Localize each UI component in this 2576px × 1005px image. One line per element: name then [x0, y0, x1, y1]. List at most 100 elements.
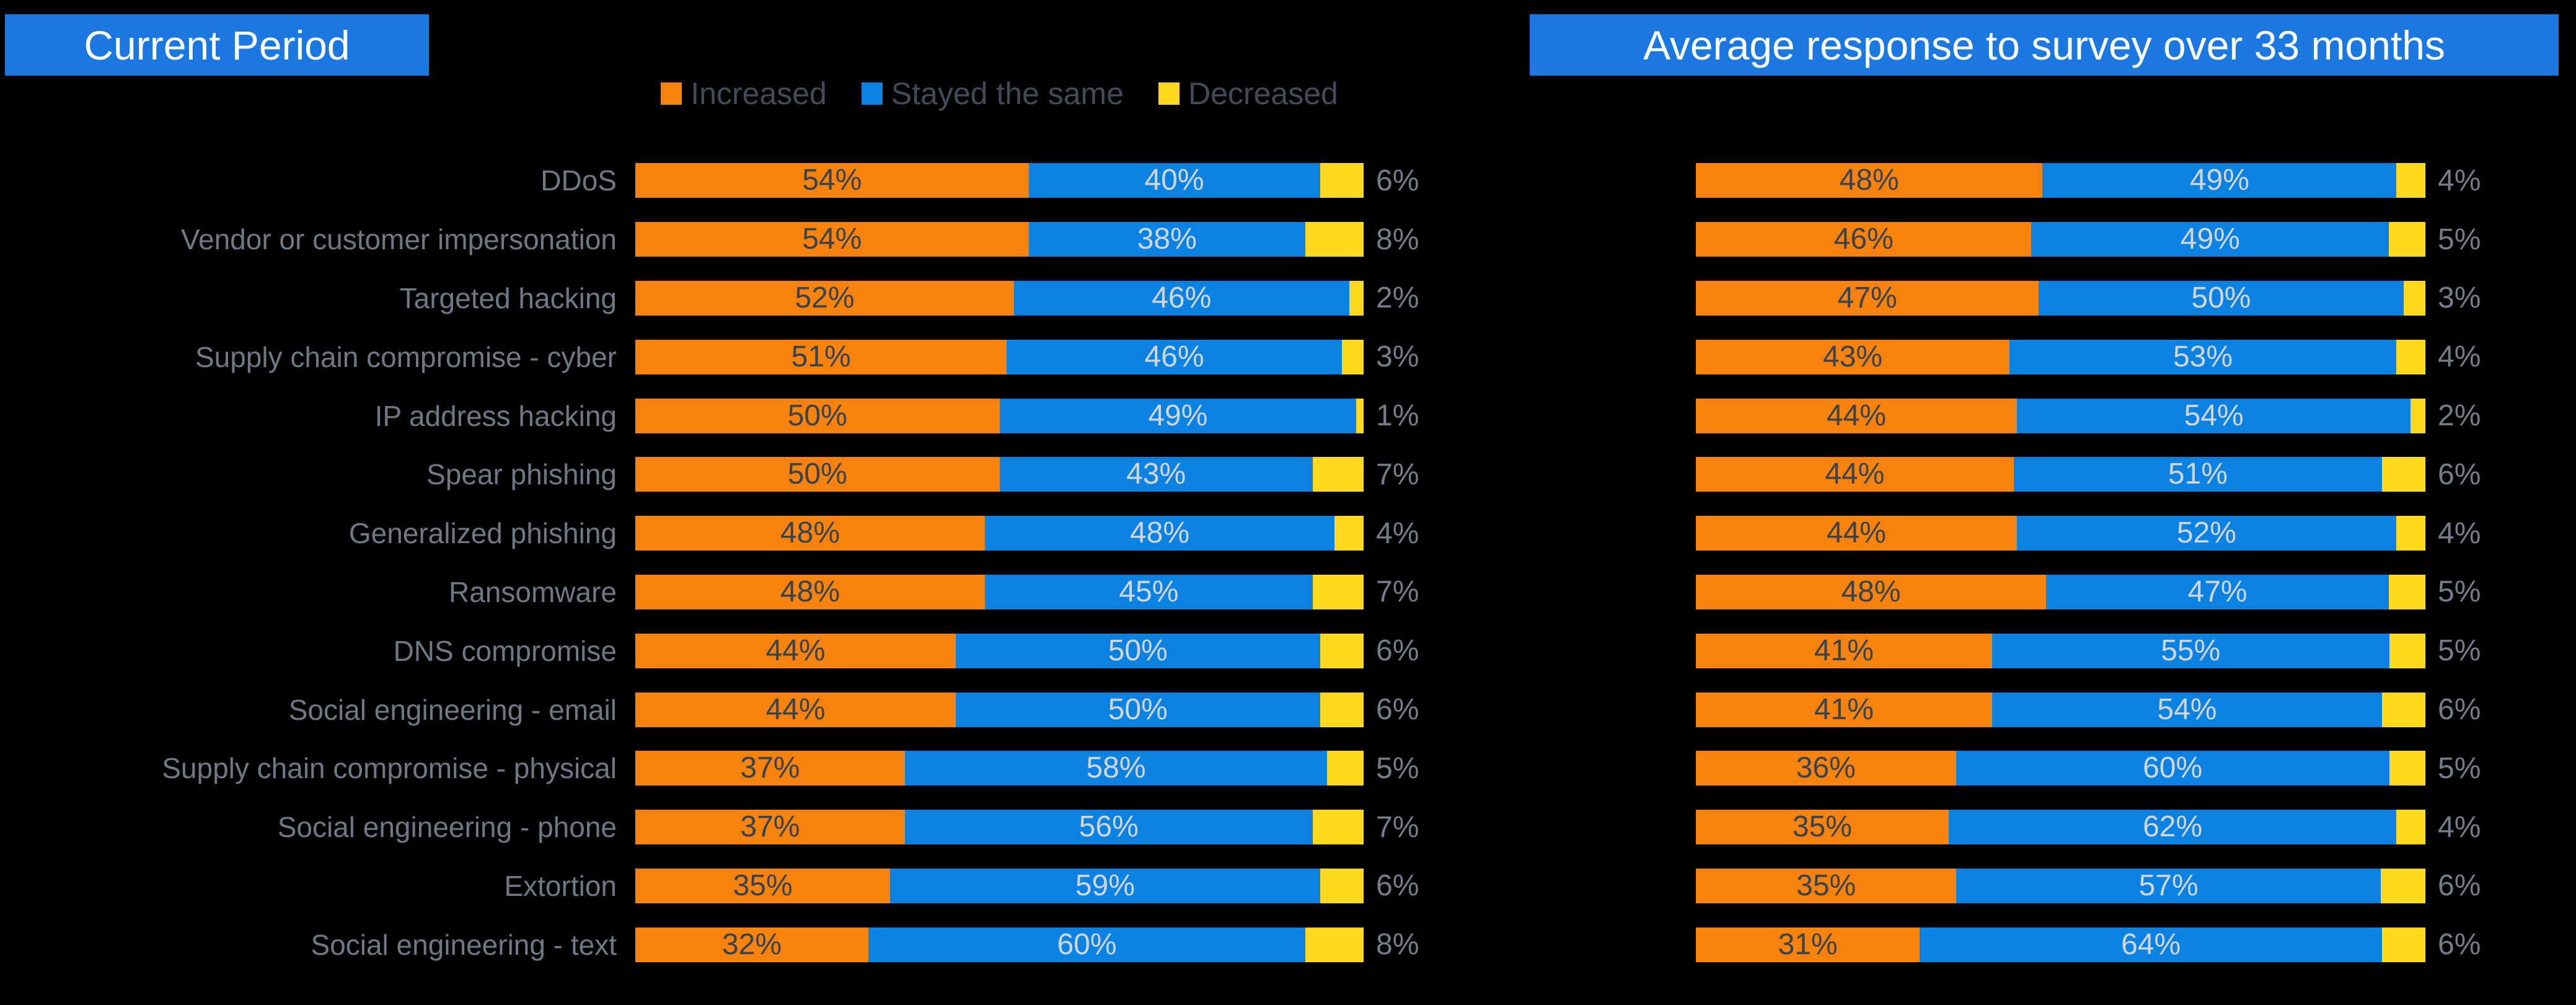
- chart-row: Spear phishing 50% 43% 7% 44% 51% 6%: [0, 445, 2576, 504]
- legend-label-increased: Increased: [690, 76, 827, 111]
- bar-segment-decreased: [2389, 633, 2425, 668]
- category-label: Targeted hacking: [399, 281, 617, 314]
- left-stacked-bar: 35% 59%: [635, 868, 1364, 903]
- legend-swatch-stayed-the-same: [861, 82, 883, 105]
- bar-value-label-stayed-the-same: 53%: [2172, 340, 2233, 373]
- bar-segment-stayed-the-same: 50%: [956, 633, 1320, 668]
- decreased-value-label: 4%: [2438, 340, 2481, 374]
- bar-segment-decreased: [1341, 339, 1364, 374]
- legend: Increased Stayed the same Decreased: [635, 74, 1364, 113]
- right-stacked-bar: 41% 55%: [1696, 633, 2425, 668]
- bar-value-label-increased: 44%: [765, 693, 826, 726]
- right-stacked-bar: 43% 53%: [1696, 339, 2425, 374]
- bar-segment-increased: 48%: [635, 516, 985, 551]
- bar-value-label-stayed-the-same: 38%: [1137, 223, 1197, 256]
- legend-swatch-decreased: [1158, 82, 1180, 105]
- bar-segment-decreased: [2411, 398, 2425, 433]
- bar-segment-stayed-the-same: 49%: [2042, 163, 2397, 198]
- bar-value-label-increased: 35%: [1796, 869, 1856, 902]
- bar-value-label-stayed-the-same: 46%: [1152, 281, 1212, 314]
- bar-value-label-increased: 41%: [1814, 634, 1874, 667]
- bar-segment-stayed-the-same: 53%: [2009, 339, 2396, 374]
- bar-value-label-increased: 50%: [787, 399, 847, 432]
- chart-row: DDoS 54% 40% 6% 48% 49% 4%: [0, 151, 2576, 210]
- left-stacked-bar: 32% 60%: [635, 927, 1364, 962]
- bar-value-label-stayed-the-same: 58%: [1086, 751, 1146, 785]
- category-label: Supply chain compromise - physical: [162, 752, 617, 785]
- right-stacked-bar: 41% 54%: [1696, 692, 2425, 727]
- decreased-value-label: 6%: [1376, 164, 1419, 197]
- bar-segment-stayed-the-same: 51%: [2013, 457, 2383, 492]
- bar-segment-increased: 44%: [1696, 457, 2014, 492]
- bar-value-label-stayed-the-same: 55%: [2161, 634, 2221, 667]
- bar-value-label-increased: 44%: [1825, 458, 1885, 491]
- bar-segment-increased: 37%: [635, 810, 905, 845]
- decreased-value-label: 3%: [1376, 340, 1419, 374]
- bar-segment-stayed-the-same: 52%: [2016, 516, 2396, 551]
- bar-value-label-increased: 48%: [1841, 575, 1901, 608]
- bar-segment-decreased: [1305, 222, 1364, 257]
- bar-value-label-increased: 37%: [740, 810, 800, 844]
- decreased-value-label: 6%: [2438, 928, 2481, 962]
- bar-segment-decreased: [2380, 868, 2425, 903]
- right-stacked-bar: 31% 64%: [1696, 927, 2425, 962]
- bar-value-label-stayed-the-same: 54%: [2157, 693, 2217, 726]
- bar-segment-increased: 35%: [1696, 810, 1949, 845]
- bar-value-label-stayed-the-same: 50%: [1108, 693, 1168, 726]
- chart-row: Supply chain compromise - physical 37% 58%…: [0, 739, 2576, 798]
- bar-segment-decreased: [2396, 163, 2425, 198]
- decreased-value-label: 4%: [2438, 810, 2481, 844]
- decreased-value-label: 7%: [1376, 575, 1419, 609]
- category-label: Generalized phishing: [348, 517, 617, 550]
- bar-segment-decreased: [2396, 516, 2425, 551]
- bar-segment-decreased: [1320, 163, 1364, 198]
- bar-value-label-increased: 48%: [1839, 164, 1899, 197]
- bar-value-label-increased: 47%: [1837, 281, 1897, 314]
- bar-value-label-stayed-the-same: 54%: [2184, 399, 2244, 432]
- bar-segment-increased: 47%: [1696, 280, 2039, 316]
- bar-value-label-increased: 32%: [721, 928, 782, 961]
- bar-segment-increased: 51%: [635, 339, 1007, 374]
- decreased-value-label: 7%: [1376, 458, 1419, 491]
- bar-value-label-stayed-the-same: 62%: [2143, 810, 2203, 844]
- bar-segment-stayed-the-same: 54%: [2016, 398, 2411, 433]
- bar-segment-decreased: [2382, 927, 2425, 962]
- bar-segment-stayed-the-same: 58%: [904, 751, 1328, 786]
- bar-segment-increased: 48%: [1696, 163, 2043, 198]
- category-label: DDoS: [540, 164, 617, 197]
- bar-segment-decreased: [1356, 398, 1364, 433]
- left-stacked-bar: 54% 40%: [635, 163, 1364, 198]
- decreased-value-label: 7%: [1376, 810, 1419, 844]
- chart-row: Ransomware 48% 45% 7% 48% 47% 5%: [0, 563, 2576, 622]
- bar-value-label-stayed-the-same: 50%: [1108, 634, 1168, 667]
- bar-segment-increased: 44%: [1696, 516, 2017, 551]
- bar-segment-stayed-the-same: 43%: [999, 457, 1313, 492]
- legend-item-increased: Increased: [661, 76, 827, 112]
- chart-row: Generalized phishing 48% 48% 4% 44% 52% 4%: [0, 504, 2576, 563]
- bar-value-label-stayed-the-same: 40%: [1144, 164, 1204, 197]
- category-label: IP address hacking: [374, 399, 617, 432]
- bar-value-label-increased: 44%: [1826, 399, 1886, 432]
- bar-value-label-increased: 31%: [1778, 928, 1838, 961]
- decreased-value-label: 8%: [1376, 928, 1419, 962]
- chart-row: Social engineering - email 44% 50% 6% 41% 54%…: [0, 680, 2576, 739]
- bar-value-label-stayed-the-same: 59%: [1075, 869, 1135, 902]
- decreased-value-label: 6%: [1376, 634, 1419, 668]
- bar-value-label-increased: 48%: [780, 516, 840, 550]
- bar-value-label-stayed-the-same: 60%: [2143, 751, 2203, 785]
- bar-value-label-increased: 50%: [787, 458, 847, 491]
- right-stacked-bar: 47% 50%: [1696, 280, 2425, 316]
- bar-segment-stayed-the-same: 40%: [1028, 163, 1320, 198]
- bar-segment-stayed-the-same: 62%: [1948, 810, 2397, 845]
- left-stacked-bar: 48% 45%: [635, 574, 1364, 609]
- decreased-value-label: 8%: [1376, 223, 1419, 256]
- category-label: Ransomware: [449, 575, 617, 608]
- bar-value-label-increased: 43%: [1823, 340, 1883, 373]
- category-label: Supply chain compromise - cyber: [195, 340, 617, 373]
- bar-value-label-increased: 44%: [1826, 516, 1886, 550]
- bar-segment-stayed-the-same: 55%: [1992, 633, 2389, 668]
- bar-segment-stayed-the-same: 57%: [1956, 868, 2381, 903]
- right-stacked-bar: 44% 52%: [1696, 516, 2425, 551]
- bar-segment-increased: 43%: [1696, 339, 2010, 374]
- bar-segment-stayed-the-same: 59%: [890, 868, 1320, 903]
